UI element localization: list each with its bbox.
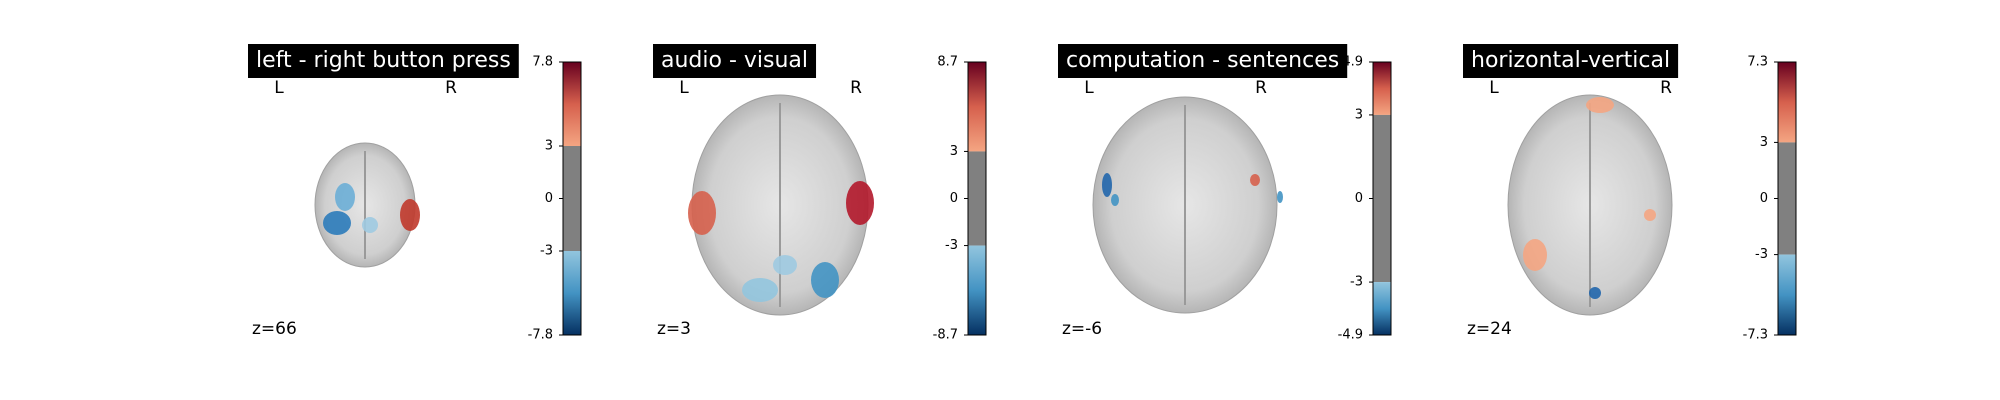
activation-blob: [400, 199, 420, 231]
colorbar-tick-label: -7.8: [528, 328, 553, 343]
activation-blob: [1523, 239, 1547, 271]
activation-blob: [773, 255, 797, 275]
left-label: L: [1084, 78, 1094, 98]
colorbar-tick-label: -3: [540, 244, 553, 259]
colorbar-tick-label: 3: [1760, 135, 1768, 150]
panel: horizontal-vertical L Rz=24 -7.3 -3 0 3 7.3: [1463, 44, 1797, 343]
title-box: [248, 44, 519, 78]
colorbar-positive: [1778, 62, 1796, 143]
panel: audio - visual L Rz=3 -8.7 -3 0 3 8.7: [653, 44, 987, 343]
colorbar-positive: [563, 62, 581, 146]
colorbar-tick-label: 3: [1355, 107, 1363, 122]
colorbar-tick-label: 0: [545, 191, 553, 206]
colorbar-neutral: [968, 151, 986, 246]
activation-blob: [688, 191, 716, 235]
activation-blob: [1586, 97, 1614, 113]
colorbar-tick-label: 3: [545, 139, 553, 154]
left-label: L: [1489, 78, 1499, 98]
colorbar-neutral: [1778, 142, 1796, 255]
panel-title: computation - sentences: [1066, 48, 1339, 73]
colorbar-neutral: [1373, 114, 1391, 283]
activation-blob: [1250, 174, 1260, 186]
activation-blob: [362, 217, 378, 233]
colorbar-positive: [968, 62, 986, 152]
right-label: R: [1660, 78, 1672, 98]
slice-label: z=24: [1467, 319, 1512, 339]
title-box: [653, 44, 817, 78]
panel: left - right button press L Rz=66 -7.8 -3 0 3 7…: [248, 44, 582, 343]
title-box: [1058, 44, 1348, 78]
right-label: R: [1255, 78, 1267, 98]
panel: computation - sentences L Rz=-6 -4.9 -3 0 3 4.9: [1058, 44, 1392, 343]
activation-blob: [323, 211, 351, 235]
right-label: R: [850, 78, 862, 98]
panel-title: horizontal-vertical: [1471, 48, 1670, 73]
activation-blob: [846, 181, 874, 225]
colorbar-negative: [1778, 254, 1796, 335]
colorbar-tick-label: -3: [945, 238, 958, 253]
activation-blob: [1111, 194, 1119, 206]
colorbar-tick-label: -8.7: [933, 328, 958, 343]
colorbar-tick-label: 8.7: [937, 55, 958, 70]
panel-title: left - right button press: [256, 48, 511, 73]
colorbar-tick-label: 7.3: [1747, 55, 1768, 70]
activation-blob: [742, 278, 778, 302]
activation-blob: [335, 183, 355, 211]
colorbar-negative: [1373, 282, 1391, 335]
colorbar-neutral: [563, 146, 581, 251]
activation-blob: [811, 262, 839, 298]
title-box: [1463, 44, 1679, 78]
colorbar-tick-label: 4.9: [1342, 55, 1363, 70]
activation-blob: [1277, 191, 1283, 203]
colorbar-tick-label: 7.8: [532, 55, 553, 70]
left-label: L: [679, 78, 689, 98]
colorbar-tick-label: 0: [950, 191, 958, 206]
slice-label: z=3: [657, 319, 691, 339]
slice-label: z=-6: [1062, 319, 1102, 339]
slice-label: z=66: [252, 319, 297, 339]
colorbar-tick-label: 0: [1355, 191, 1363, 206]
activation-blob: [1589, 287, 1601, 299]
colorbar-positive: [1373, 62, 1391, 115]
colorbar-tick-label: 3: [950, 144, 958, 159]
activation-blob: [1644, 209, 1656, 221]
left-label: L: [274, 78, 284, 98]
colorbar-negative: [968, 245, 986, 335]
colorbar-tick-label: 0: [1760, 191, 1768, 206]
colorbar-negative: [563, 251, 581, 335]
colorbar-tick-label: -4.9: [1338, 328, 1363, 343]
right-label: R: [445, 78, 457, 98]
colorbar-tick-label: -7.3: [1743, 328, 1768, 343]
panel-title: audio - visual: [661, 48, 808, 73]
activation-blob: [1102, 173, 1112, 197]
colorbar-tick-label: -3: [1755, 247, 1768, 262]
colorbar-tick-label: -3: [1350, 275, 1363, 290]
